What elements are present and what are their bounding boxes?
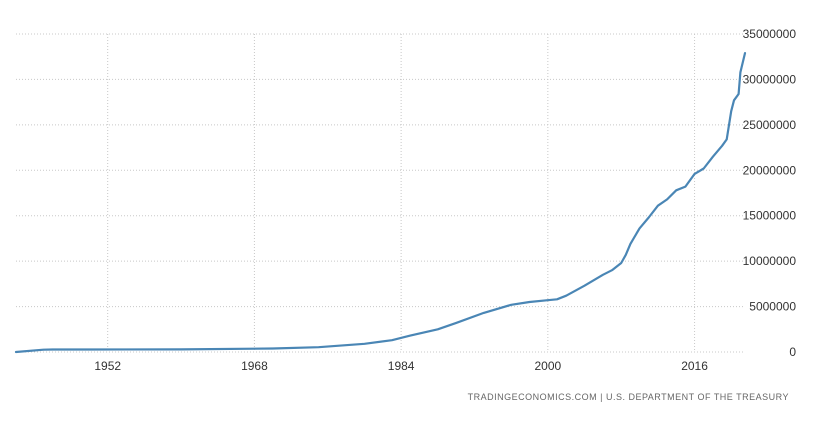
source-credit: TRADINGECONOMICS.COM | U.S. DEPARTMENT O… — [468, 392, 789, 402]
x-tick-label: 1968 — [241, 359, 268, 373]
grid — [16, 33, 745, 353]
y-tick-label: 10000000 — [743, 254, 797, 268]
y-axis-labels: 0 5000000 10000000 15000000 20000000 25000000… — [743, 27, 797, 359]
x-axis-labels: 1952 1968 1984 2000 2016 — [94, 359, 708, 373]
x-tick-label: 1952 — [94, 359, 121, 373]
y-tick-label: 30000000 — [743, 72, 797, 86]
series-layer — [14, 51, 747, 354]
x-tick-label: 2016 — [681, 359, 708, 373]
x-tick-label: 1984 — [388, 359, 415, 373]
y-tick-label: 5000000 — [749, 300, 796, 314]
series-line — [14, 51, 747, 354]
y-tick-label: 35000000 — [743, 27, 797, 41]
x-tick-label: 2000 — [534, 359, 561, 373]
y-tick-label: 15000000 — [743, 209, 797, 223]
y-tick-label: 20000000 — [743, 163, 797, 177]
y-tick-label: 25000000 — [743, 118, 797, 132]
y-tick-label: 0 — [789, 345, 796, 359]
